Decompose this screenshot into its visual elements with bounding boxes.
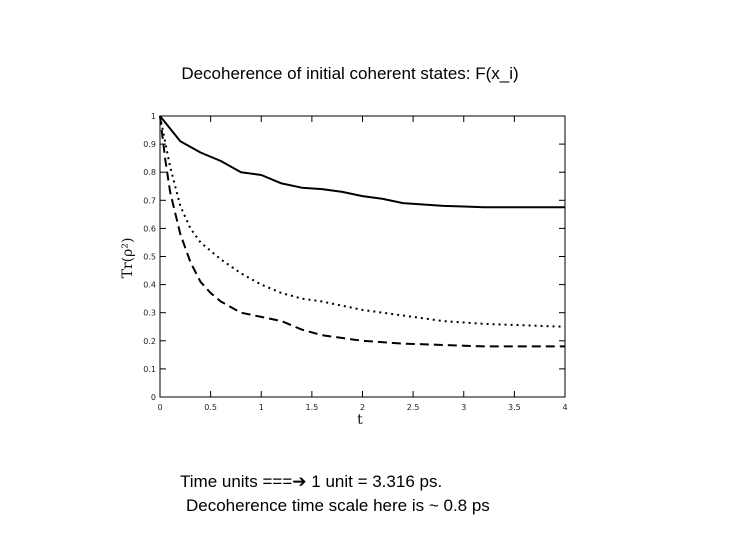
x-tick-label: 1 <box>259 403 264 412</box>
plot-frame <box>159 115 566 398</box>
x-tick-label: 0.5 <box>204 403 217 412</box>
x-tick-label: 2.5 <box>407 403 420 412</box>
y-axis-label: Tr(ρ²) <box>120 238 136 279</box>
x-tick-label: 0 <box>157 403 162 412</box>
caption: Time units ===➔ 1 unit = 3.316 ps. Decoh… <box>180 470 490 518</box>
x-tick-label: 1.5 <box>306 403 319 412</box>
series-layer <box>159 115 566 348</box>
x-tick-label: 4 <box>562 403 567 412</box>
y-axis-label-group: Tr(ρ²) <box>120 238 136 279</box>
y-tick-label: 0.3 <box>143 309 156 318</box>
y-tick-label: 0.4 <box>143 281 156 290</box>
x-tick-label: 2 <box>360 403 365 412</box>
y-tick-label: 0 <box>151 393 156 402</box>
series-line-dashed <box>159 115 565 348</box>
y-tick-label: 0.7 <box>143 196 156 205</box>
y-tick-label: 0.2 <box>143 337 156 346</box>
y-tick-label: 1 <box>151 112 156 121</box>
slide-title: Decoherence of initial coherent states: … <box>181 64 519 83</box>
x-axis-label: t <box>357 412 363 428</box>
caption-line1-suffix: 1 unit = 3.316 ps. <box>306 472 443 491</box>
x-tick-label: 3.5 <box>508 403 521 412</box>
y-axis-ticks: 0 0.1 0.2 0.3 0.4 0.5 0.6 0.7 0.8 0.9 1 <box>143 112 565 402</box>
caption-line-2: Decoherence time scale here is ~ 0.8 ps <box>186 496 490 515</box>
caption-line1-prefix: Time units === <box>180 472 293 491</box>
caption-line-1: Time units ===➔ 1 unit = 3.316 ps. <box>180 470 490 494</box>
y-tick-label: 0.8 <box>143 168 156 177</box>
y-tick-label: 0.6 <box>143 224 156 233</box>
y-tick-label: 0.5 <box>143 253 156 262</box>
y-tick-label: 0.9 <box>143 140 156 149</box>
series-line-dotted <box>159 115 566 328</box>
arrow-icon: ➔ <box>292 472 307 491</box>
x-axis-ticks: 0 0.5 1 1.5 2 2.5 3 3.5 4 <box>157 116 568 412</box>
series-line-solid <box>159 115 565 209</box>
x-tick-label: 3 <box>461 403 466 412</box>
y-tick-label: 0.1 <box>143 365 156 374</box>
